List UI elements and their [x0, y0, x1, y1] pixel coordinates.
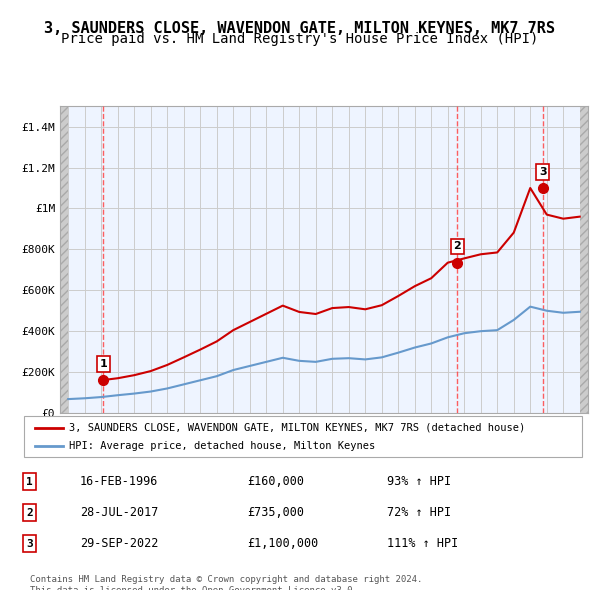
- Text: 3, SAUNDERS CLOSE, WAVENDON GATE, MILTON KEYNES, MK7 7RS (detached house): 3, SAUNDERS CLOSE, WAVENDON GATE, MILTON…: [68, 422, 525, 432]
- Text: 1: 1: [100, 359, 107, 369]
- Bar: [60, 106, 68, 413]
- Text: Price paid vs. HM Land Registry's House Price Index (HPI): Price paid vs. HM Land Registry's House …: [61, 32, 539, 47]
- Text: £160,000: £160,000: [247, 475, 304, 489]
- Text: Contains HM Land Registry data © Crown copyright and database right 2024.
This d: Contains HM Land Registry data © Crown c…: [30, 575, 422, 590]
- Text: 1: 1: [26, 477, 33, 487]
- FancyBboxPatch shape: [24, 416, 582, 457]
- Text: 3: 3: [539, 167, 547, 177]
- Text: 29-SEP-2022: 29-SEP-2022: [80, 537, 158, 550]
- Text: 16-FEB-1996: 16-FEB-1996: [80, 475, 158, 489]
- Text: 28-JUL-2017: 28-JUL-2017: [80, 506, 158, 519]
- Text: 3, SAUNDERS CLOSE, WAVENDON GATE, MILTON KEYNES, MK7 7RS: 3, SAUNDERS CLOSE, WAVENDON GATE, MILTON…: [44, 21, 556, 35]
- Text: £1,100,000: £1,100,000: [247, 537, 319, 550]
- Text: 72% ↑ HPI: 72% ↑ HPI: [387, 506, 451, 519]
- Text: 93% ↑ HPI: 93% ↑ HPI: [387, 475, 451, 489]
- Text: 2: 2: [453, 241, 461, 251]
- Text: 111% ↑ HPI: 111% ↑ HPI: [387, 537, 458, 550]
- Text: 2: 2: [26, 508, 33, 517]
- Text: HPI: Average price, detached house, Milton Keynes: HPI: Average price, detached house, Milt…: [68, 441, 375, 451]
- Text: 3: 3: [26, 539, 33, 549]
- Bar: [580, 106, 588, 413]
- Text: £735,000: £735,000: [247, 506, 304, 519]
